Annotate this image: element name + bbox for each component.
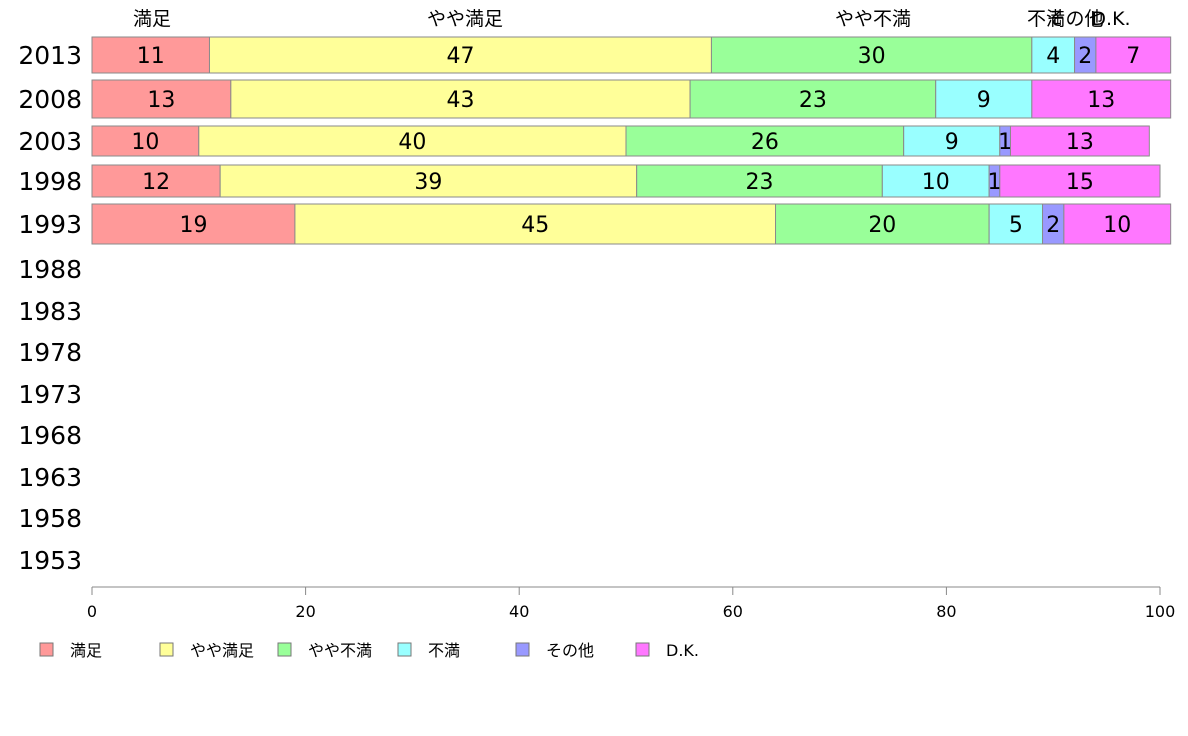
year-label: 1958 xyxy=(18,504,82,533)
bar-segment xyxy=(999,164,1161,198)
legend-swatch xyxy=(635,642,650,657)
bar-value-label: 4 xyxy=(1046,44,1060,69)
bar-value-label: 7 xyxy=(1126,44,1140,69)
legend: 満足 やや満足 やや不満 不満 その他 D.K. xyxy=(39,641,699,660)
bar-segment xyxy=(91,36,210,74)
legend-swatch xyxy=(277,642,292,657)
bar-value-label: 19 xyxy=(179,213,207,238)
legend-swatch xyxy=(397,642,412,657)
year-label: 1968 xyxy=(18,421,82,450)
bar-segment xyxy=(198,125,627,157)
bar-segment xyxy=(91,125,200,157)
legend-label: その他 xyxy=(546,641,594,660)
legend-swatch xyxy=(159,642,174,657)
top-series-label: 不満 xyxy=(1027,8,1065,30)
bar-value-label: 26 xyxy=(751,130,779,155)
bar-value-label: 11 xyxy=(137,44,165,69)
bar-segment xyxy=(625,125,905,157)
legend-swatch xyxy=(515,642,530,657)
year-label: 1988 xyxy=(18,255,82,284)
year-label: 1973 xyxy=(18,380,82,409)
bar-segment xyxy=(91,79,232,119)
top-series-label: 満足 xyxy=(133,8,171,30)
year-label: 1993 xyxy=(18,210,82,239)
bar-value-label: 9 xyxy=(977,88,991,113)
bar-value-label: 5 xyxy=(1009,213,1023,238)
x-tick-label: 60 xyxy=(723,602,743,621)
year-label: 2008 xyxy=(18,85,82,114)
year-label: 1953 xyxy=(18,546,82,575)
top-series-label: やや満足 xyxy=(427,8,503,30)
legend-label: D.K. xyxy=(666,641,699,660)
bar-value-label: 2 xyxy=(1046,213,1060,238)
bar-value-label: 39 xyxy=(414,170,442,195)
bar-segment xyxy=(1009,125,1150,157)
x-tick-label: 40 xyxy=(509,602,529,621)
bar-value-label: 12 xyxy=(142,170,170,195)
bar-value-label: 10 xyxy=(922,170,950,195)
legend-label: 満足 xyxy=(70,641,102,660)
bar-value-label: 1 xyxy=(987,170,1001,195)
bar-value-label: 10 xyxy=(1103,213,1131,238)
bar-segment xyxy=(1031,79,1172,119)
bar-value-label: 23 xyxy=(799,88,827,113)
bar-value-label: 15 xyxy=(1066,170,1094,195)
bar-segment xyxy=(219,164,638,198)
legend-swatch xyxy=(39,642,54,657)
bar-value-label: 13 xyxy=(147,88,175,113)
year-label: 1983 xyxy=(18,297,82,326)
bar-value-label: 20 xyxy=(868,213,896,238)
bar-segment xyxy=(903,125,1001,157)
bar-segment xyxy=(636,164,883,198)
bar-segment xyxy=(91,164,221,198)
x-tick-label: 80 xyxy=(936,602,956,621)
bar-value-label: 2 xyxy=(1078,44,1092,69)
legend-label: やや不満 xyxy=(308,641,372,660)
year-axis-labels: 2013 2008 2003 1998 1993 1988 1983 1978 1973 1968… xyxy=(18,41,82,575)
bar-value-label: 23 xyxy=(746,170,774,195)
year-label: 2003 xyxy=(18,127,82,156)
bar-value-label: 45 xyxy=(521,213,549,238)
bar-value-label: 13 xyxy=(1066,130,1094,155)
top-series-label: D.K. xyxy=(1091,8,1130,30)
x-axis: 0 20 40 60 80 100 xyxy=(87,586,1176,621)
bar-segment xyxy=(935,79,1033,119)
legend-label: 不満 xyxy=(428,641,460,660)
bar-value-label: 43 xyxy=(446,88,474,113)
x-tick-label: 0 xyxy=(87,602,97,621)
bar-value-label: 40 xyxy=(398,130,426,155)
bar-value-label: 30 xyxy=(858,44,886,69)
legend-label: やや満足 xyxy=(190,641,254,660)
year-label: 1963 xyxy=(18,463,82,492)
bar-segment xyxy=(689,79,937,119)
bar-value-label: 47 xyxy=(446,44,474,69)
bar-segment xyxy=(1063,203,1172,245)
bar-segment xyxy=(294,203,777,245)
top-series-label: やや不満 xyxy=(835,8,911,30)
top-series-label: その他 xyxy=(1046,8,1103,30)
x-tick-label: 100 xyxy=(1145,602,1176,621)
bar-segment xyxy=(1095,36,1172,74)
year-label: 1978 xyxy=(18,338,82,367)
bar-value-label: 1 xyxy=(998,130,1012,155)
bar-segment xyxy=(710,36,1033,74)
bar-value-label: 13 xyxy=(1087,88,1115,113)
bar-segment xyxy=(988,203,1044,245)
bar-segment xyxy=(1031,36,1076,74)
bar-segment xyxy=(881,164,990,198)
year-label: 2013 xyxy=(18,41,82,70)
bar-segment xyxy=(230,79,691,119)
year-label: 1998 xyxy=(18,167,82,196)
x-tick-label: 20 xyxy=(295,602,315,621)
bar-value-label: 9 xyxy=(945,130,959,155)
bar-value-label: 10 xyxy=(131,130,159,155)
